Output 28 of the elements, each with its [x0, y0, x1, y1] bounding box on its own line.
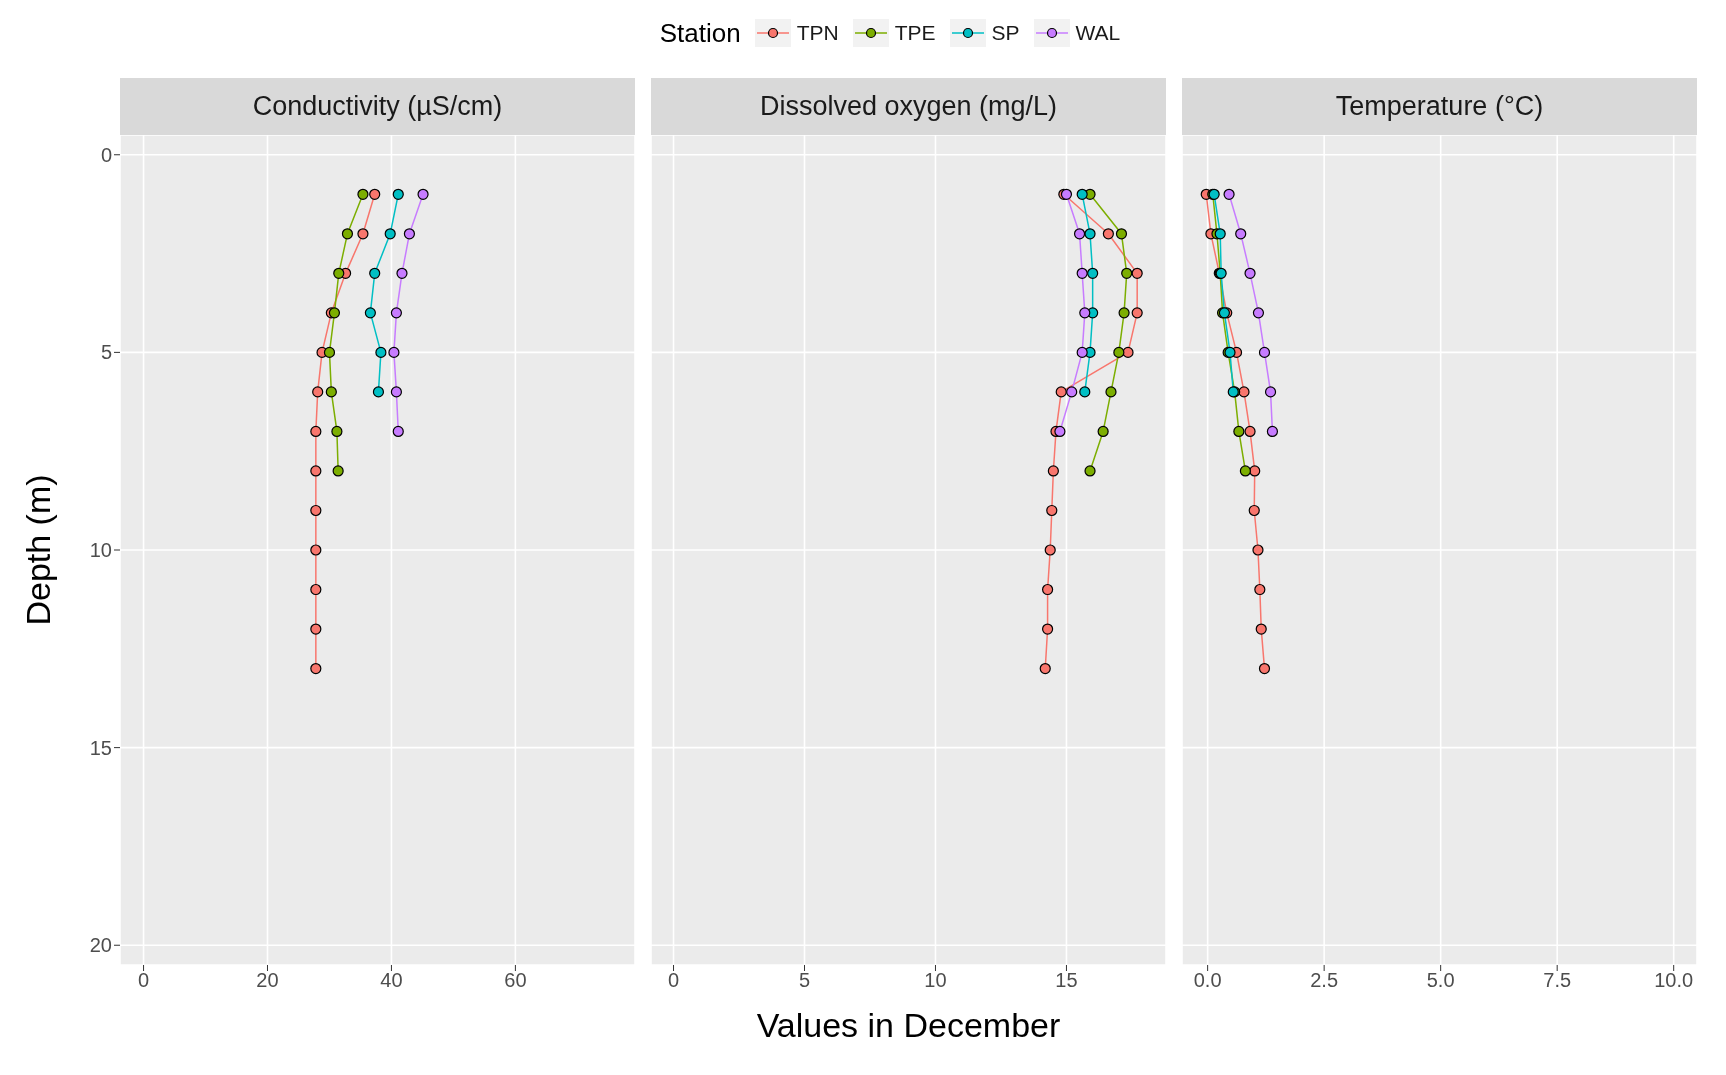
y-tick-label: 10 — [89, 539, 112, 562]
x-tick-label: 0 — [667, 969, 680, 992]
y-tick-label: 0 — [100, 143, 112, 166]
x-tick-label: 5 — [798, 969, 811, 992]
chart-title: Temperature (°C) — [1182, 78, 1697, 135]
y-tick-label: 5 — [100, 341, 112, 364]
legend-label: WAL — [1075, 21, 1121, 45]
legend-label: TPE — [894, 21, 936, 45]
x-tick-label: 20 — [256, 969, 279, 992]
x-tick-label: 0 — [137, 969, 150, 992]
x-tick-label: 0.0 — [1193, 969, 1222, 992]
x-tick-label: 40 — [380, 969, 403, 992]
chart-title: Conductivity (µS/cm) — [120, 78, 635, 135]
x-axis-title: Values in December — [755, 1006, 1062, 1045]
x-tick-label: 10.0 — [1654, 969, 1694, 992]
x-tick-label: 2.5 — [1310, 969, 1339, 992]
x-tick-label: 15 — [1055, 969, 1078, 992]
x-tick-label: 5.0 — [1426, 969, 1455, 992]
legend-title: Station — [659, 17, 741, 49]
x-tick-label: 10 — [924, 969, 947, 992]
chart-title: Dissolved oxygen (mg/L) — [651, 78, 1166, 135]
y-axis-title: Depth (m) — [18, 474, 58, 626]
legend-label: TPN — [796, 21, 839, 45]
x-tick-label: 60 — [504, 969, 527, 992]
y-tick-label: 15 — [89, 736, 112, 759]
y-tick-label: 20 — [89, 934, 112, 957]
legend-label: SP — [991, 21, 1020, 45]
x-tick-label: 7.5 — [1543, 969, 1572, 992]
